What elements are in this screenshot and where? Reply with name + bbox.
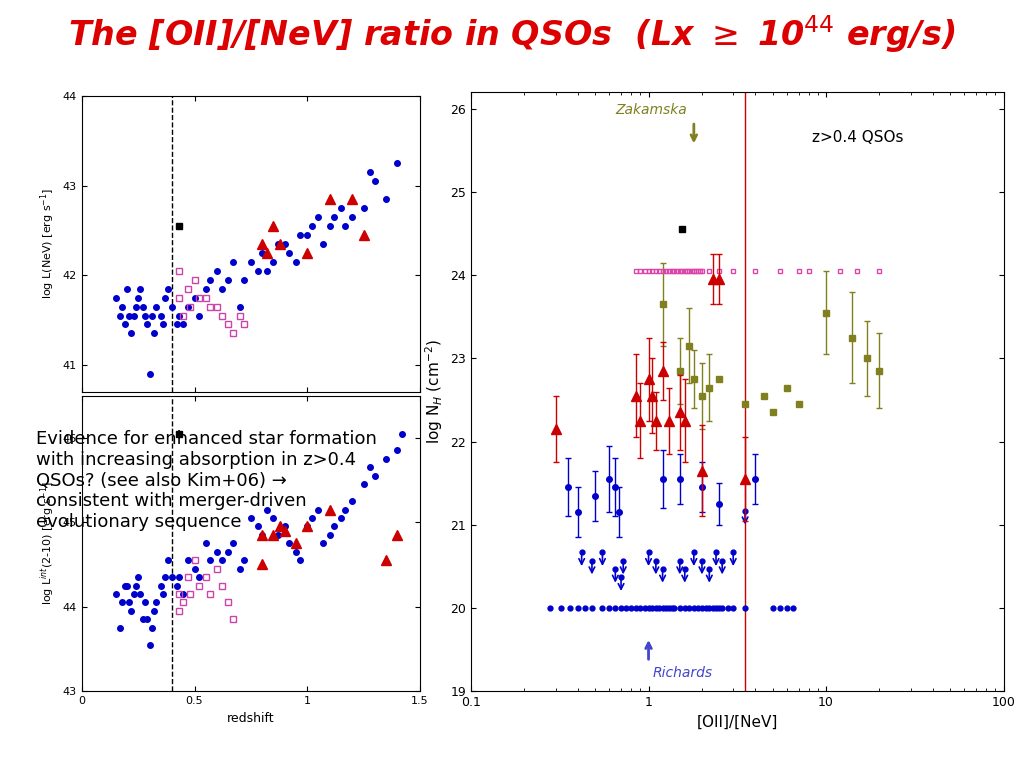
Text: Richards: Richards <box>652 666 713 680</box>
X-axis label: redshift: redshift <box>227 712 274 725</box>
Y-axis label: log N$_H$ (cm$^{-2}$): log N$_H$ (cm$^{-2}$) <box>423 339 444 444</box>
Text: Evidence for enhanced star formation
with increasing absorption in z>0.4
QSOs? (: Evidence for enhanced star formation wit… <box>36 430 377 531</box>
Text: The [OII]/[NeV] ratio in QSOs  (Lx $\geq$ 10$^{44}$ erg/s): The [OII]/[NeV] ratio in QSOs (Lx $\geq$… <box>69 14 955 55</box>
X-axis label: [OII]/[NeV]: [OII]/[NeV] <box>696 714 778 730</box>
Y-axis label: log L(NeV) [erg s$^{-1}$]: log L(NeV) [erg s$^{-1}$] <box>39 188 57 300</box>
Text: Zakamska: Zakamska <box>615 103 687 117</box>
Y-axis label: log L$^{int}$(2-10) [erg s$^{-1}$]: log L$^{int}$(2-10) [erg s$^{-1}$] <box>39 482 57 605</box>
Text: z>0.4 QSOs: z>0.4 QSOs <box>812 131 903 145</box>
